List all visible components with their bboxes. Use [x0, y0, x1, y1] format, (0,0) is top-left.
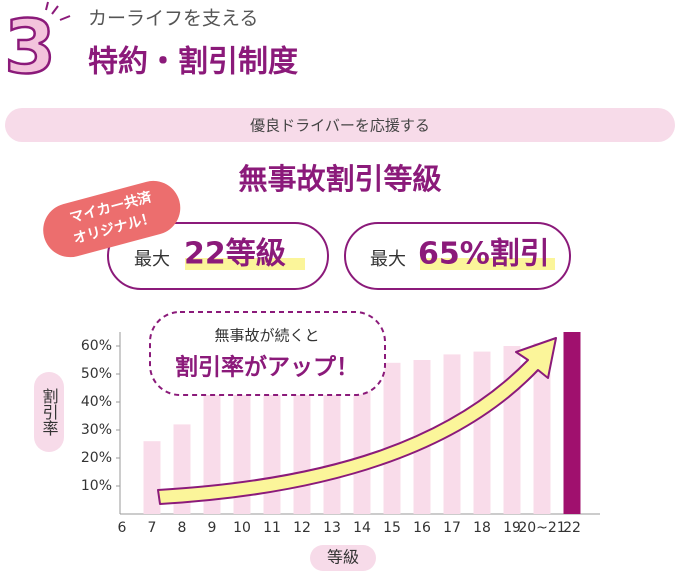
badge: マイカー共済 オリジナル！ [43, 180, 181, 258]
x-tick-label: 22 [563, 520, 581, 536]
x-tick-label: 13 [323, 520, 341, 536]
badge-bg [43, 180, 181, 258]
x-tick-label: 19 [503, 520, 521, 536]
callout-line: 無事故が続くと [214, 327, 319, 345]
section-number: 3 [4, 5, 56, 91]
x-tick-label: 17 [443, 520, 461, 536]
highlight [185, 258, 305, 270]
pill-prefix: 最大 [370, 249, 406, 270]
x-tick-label: 7 [148, 520, 157, 536]
highlight [420, 258, 555, 270]
bar [353, 374, 371, 514]
y-tick-label: 60% [81, 338, 112, 354]
pill [107, 222, 329, 290]
y-axis-label: 割引率 [40, 388, 59, 436]
x-tick-label: 10 [233, 520, 251, 536]
bar [563, 332, 581, 514]
x-tick-label: 8 [178, 520, 187, 536]
title: 特約・割引制度 [88, 45, 298, 80]
bar [263, 385, 281, 514]
bar [323, 379, 341, 514]
y-tick-label: 20% [81, 450, 112, 466]
x-tick-label: 11 [263, 520, 281, 536]
y-tick-label: 10% [81, 478, 112, 494]
bar [533, 343, 551, 514]
x-tick-label: 20~21 [518, 520, 565, 536]
bar [293, 382, 311, 514]
pill-emphasis: 22等級 [184, 237, 286, 272]
overlay: 無事故が続くと 割引率がアップ！ [149, 311, 557, 505]
x-tick-label: 15 [383, 520, 401, 536]
y-tick-label: 40% [81, 394, 112, 410]
plot: 10% 20% 30% 40% 50% 60% 6 7 8 9 10 11 12 13 14 15 16 17 18… [81, 332, 600, 536]
y-tick-label: 50% [81, 366, 112, 382]
x-tick-label: 12 [293, 520, 311, 536]
x-tick-label: 6 [118, 520, 127, 536]
y-tick-label: 30% [81, 422, 112, 438]
x-axis-label: 等級 [327, 548, 359, 567]
callout-line: 割引率がアップ！ [175, 354, 359, 381]
banner-text: 優良ドライバーを応援する [250, 117, 430, 135]
pill-emphasis: 65%割引 [418, 237, 550, 272]
x-tick-label: 9 [208, 520, 217, 536]
sparkle [45, 1, 71, 21]
x-tick-label: 14 [353, 520, 371, 536]
callout-bg [149, 311, 386, 396]
pill [344, 222, 571, 290]
bar [473, 351, 491, 514]
ylabel-bg [34, 372, 64, 452]
x-tick-label: 16 [413, 520, 431, 536]
pill-prefix: 最大 [134, 249, 170, 270]
arrow [157, 337, 557, 505]
x-tick-label: 18 [473, 520, 491, 536]
bar [383, 362, 401, 514]
subtitle: カーライフを支える [88, 8, 258, 30]
banner-bg [5, 108, 675, 142]
xlabel-bg [310, 545, 376, 571]
bar [203, 390, 221, 514]
bar [143, 441, 161, 514]
heading: 無事故割引等級 [238, 162, 441, 196]
